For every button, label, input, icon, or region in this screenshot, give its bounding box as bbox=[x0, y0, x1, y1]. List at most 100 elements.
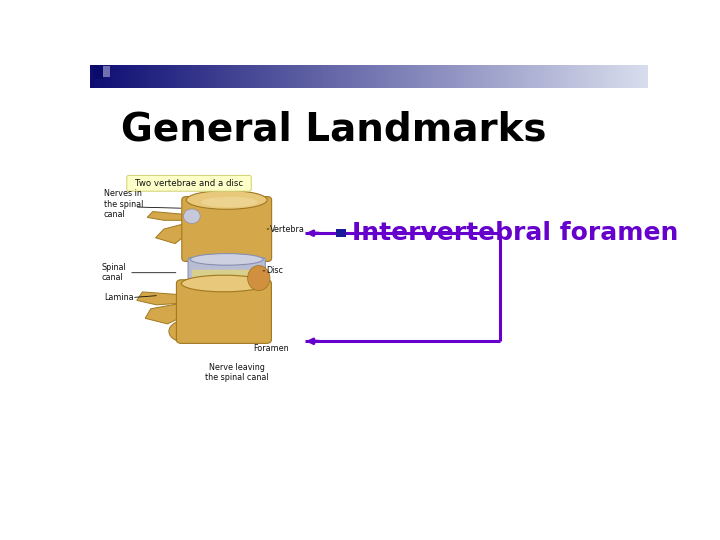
Bar bbox=[451, 65, 454, 87]
Bar bbox=[581, 65, 583, 87]
Bar bbox=[285, 65, 288, 87]
Bar bbox=[244, 65, 247, 87]
Bar bbox=[633, 65, 636, 87]
Bar bbox=[534, 65, 537, 87]
Bar bbox=[378, 65, 381, 87]
Bar bbox=[114, 65, 117, 87]
Bar bbox=[302, 65, 305, 87]
Bar bbox=[629, 65, 632, 87]
Bar bbox=[304, 65, 306, 87]
Bar bbox=[199, 65, 202, 87]
Bar bbox=[432, 65, 435, 87]
Bar bbox=[131, 65, 133, 87]
Bar bbox=[542, 65, 544, 87]
Bar bbox=[311, 65, 314, 87]
Bar bbox=[189, 65, 191, 87]
Bar bbox=[135, 65, 137, 87]
Bar bbox=[540, 65, 543, 87]
Bar bbox=[386, 65, 388, 87]
Text: Intervertebral foramen: Intervertebral foramen bbox=[352, 221, 679, 245]
Bar bbox=[263, 65, 266, 87]
Bar bbox=[287, 65, 289, 87]
Bar bbox=[606, 65, 608, 87]
Bar bbox=[140, 65, 143, 87]
Bar bbox=[641, 65, 643, 87]
Bar bbox=[620, 65, 623, 87]
Bar bbox=[626, 65, 628, 87]
Bar bbox=[163, 65, 165, 87]
Bar bbox=[107, 65, 109, 87]
Bar bbox=[406, 65, 409, 87]
Bar bbox=[231, 65, 234, 87]
Bar bbox=[587, 65, 589, 87]
Bar bbox=[93, 63, 103, 79]
Bar bbox=[226, 65, 228, 87]
Bar bbox=[105, 65, 107, 87]
Bar bbox=[215, 65, 217, 87]
Bar bbox=[628, 65, 630, 87]
Bar bbox=[412, 65, 414, 87]
Bar bbox=[603, 65, 606, 87]
Bar bbox=[155, 65, 158, 87]
Bar bbox=[364, 65, 366, 87]
Bar bbox=[252, 65, 254, 87]
Bar bbox=[150, 65, 152, 87]
Bar bbox=[618, 65, 621, 87]
Polygon shape bbox=[145, 303, 181, 324]
Bar bbox=[190, 65, 193, 87]
Bar bbox=[209, 65, 212, 87]
Bar bbox=[293, 65, 295, 87]
Bar bbox=[374, 65, 377, 87]
Bar bbox=[415, 65, 418, 87]
Bar bbox=[510, 65, 513, 87]
Bar bbox=[377, 65, 379, 87]
Bar bbox=[568, 65, 570, 87]
Bar bbox=[320, 65, 323, 87]
Bar bbox=[166, 65, 168, 87]
Bar bbox=[418, 65, 420, 87]
Bar bbox=[129, 65, 132, 87]
Bar bbox=[395, 65, 397, 87]
Bar bbox=[436, 65, 438, 87]
Bar bbox=[177, 65, 180, 87]
Bar bbox=[466, 65, 468, 87]
Bar bbox=[361, 65, 364, 87]
Bar bbox=[473, 65, 476, 87]
Bar bbox=[250, 65, 253, 87]
Bar bbox=[284, 65, 286, 87]
Bar bbox=[124, 65, 126, 87]
Bar bbox=[400, 65, 403, 87]
Bar bbox=[313, 65, 315, 87]
Bar bbox=[192, 65, 194, 87]
Bar bbox=[611, 65, 613, 87]
FancyBboxPatch shape bbox=[188, 258, 266, 284]
Ellipse shape bbox=[190, 254, 263, 265]
Bar bbox=[194, 65, 197, 87]
Bar bbox=[298, 65, 301, 87]
Bar bbox=[289, 65, 292, 87]
Bar bbox=[352, 65, 355, 87]
Bar bbox=[122, 65, 124, 87]
Bar bbox=[265, 65, 267, 87]
Bar bbox=[410, 65, 413, 87]
Bar bbox=[598, 65, 600, 87]
Bar bbox=[168, 65, 171, 87]
Text: Lamina: Lamina bbox=[104, 293, 134, 302]
Bar bbox=[546, 65, 548, 87]
Bar bbox=[562, 65, 565, 87]
Bar bbox=[110, 65, 113, 87]
Bar bbox=[345, 65, 347, 87]
Bar bbox=[278, 65, 280, 87]
Bar bbox=[615, 65, 617, 87]
Bar bbox=[339, 65, 342, 87]
Bar bbox=[423, 65, 426, 87]
Bar bbox=[454, 65, 457, 87]
Bar bbox=[196, 65, 199, 87]
Bar bbox=[607, 65, 610, 87]
Bar bbox=[300, 65, 302, 87]
Bar bbox=[518, 65, 521, 87]
Bar bbox=[205, 65, 208, 87]
Bar bbox=[434, 65, 436, 87]
Polygon shape bbox=[156, 223, 186, 244]
Bar bbox=[447, 65, 449, 87]
